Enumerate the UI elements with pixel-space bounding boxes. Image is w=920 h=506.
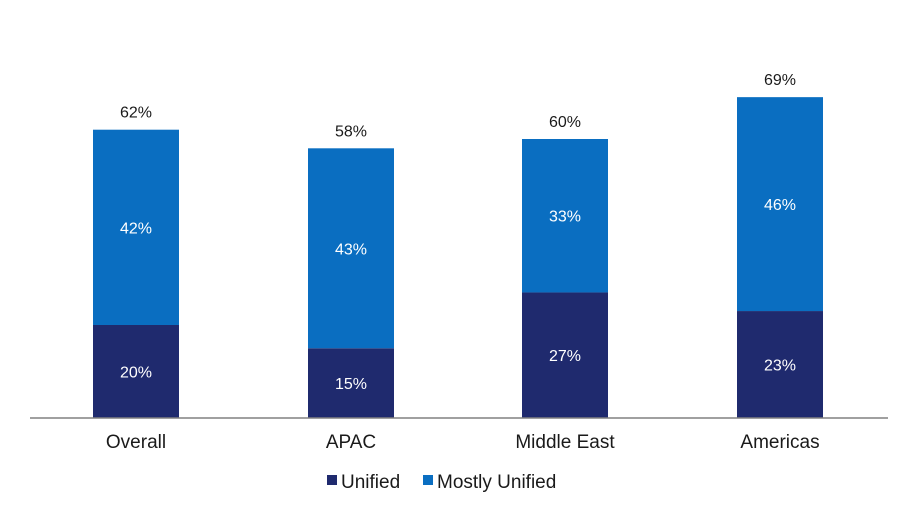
legend-swatch-mostly-unified [423,475,433,485]
bar-mostly-unified-middle-east [522,139,608,293]
bar-unified-middle-east [522,292,608,418]
legend-label-unified: Unified [341,472,400,493]
data-label-unified-apac: 15% [335,376,367,393]
legend-swatch-unified [327,475,337,485]
x-tick-label-middle-east: Middle East [515,432,615,453]
bars-layer [93,97,823,418]
bar-unified-apac [308,348,394,418]
bar-mostly-unified-americas [737,97,823,312]
bar-unified-overall [93,325,179,418]
bar-mostly-unified-overall [93,129,179,325]
x-tick-label-overall: Overall [106,432,166,453]
bar-mostly-unified-apac [308,148,394,349]
total-label-middle-east: 60% [549,114,581,131]
total-label-overall: 62% [120,105,152,122]
data-label-unified-americas: 23% [764,358,796,375]
data-label-mostly-unified-apac: 43% [335,241,367,258]
data-label-unified-middle-east: 27% [549,348,581,365]
x-tick-labels: Overall APAC Middle East Americas [106,432,820,453]
data-label-mostly-unified-middle-east: 33% [549,209,581,226]
x-tick-label-americas: Americas [740,432,819,453]
data-label-unified-overall: 20% [120,365,152,382]
legend-label-mostly-unified: Mostly Unified [437,472,556,493]
labels-layer: 20% 42% 62% 15% 43% 58% 27% 33% 60% 23% 46% 69% [120,72,796,393]
legend: Unified Mostly Unified [327,472,556,493]
data-label-mostly-unified-americas: 46% [764,197,796,214]
bar-unified-americas [737,311,823,418]
total-label-apac: 58% [335,123,367,140]
x-tick-label-apac: APAC [326,432,376,453]
data-label-mostly-unified-overall: 42% [120,220,152,237]
total-label-americas: 69% [764,72,796,89]
